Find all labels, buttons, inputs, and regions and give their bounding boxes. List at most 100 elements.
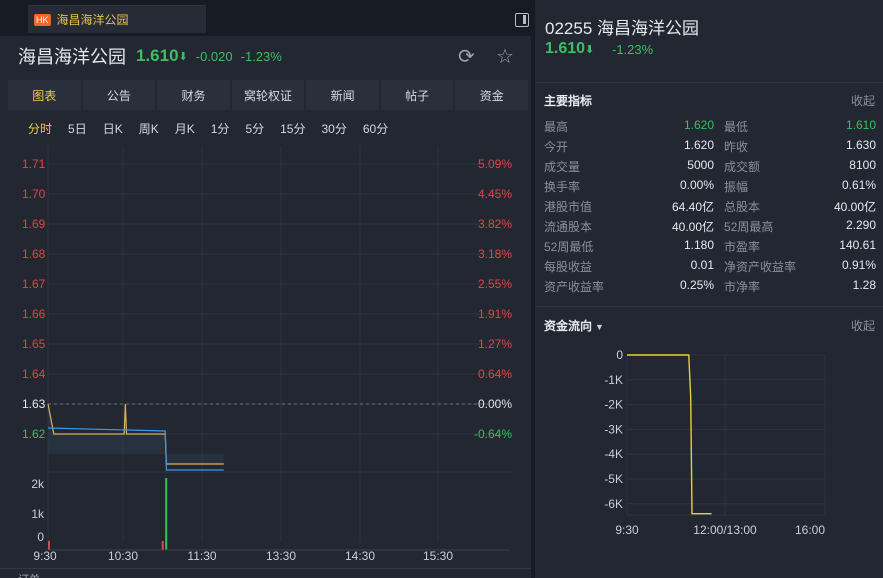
indicator-value: 0.91% (841, 258, 876, 272)
indicator-gap (714, 118, 724, 138)
pct-tick-label: 2.55% (478, 277, 512, 291)
indicator-gap (714, 198, 724, 218)
price-tick-label: 1.66 (22, 307, 46, 321)
flow-y-label: -6K (604, 497, 623, 511)
tab-4[interactable]: 新闻 (306, 80, 379, 110)
pct-tick-label: 0.64% (478, 367, 512, 381)
time-tick-label: 9:30 (33, 549, 57, 563)
price-tick-label: 1.69 (22, 217, 46, 231)
flow-line (627, 354, 712, 515)
right-price: 1.610⬇ (545, 40, 594, 58)
period-7[interactable]: 15分 (280, 122, 306, 136)
flow-x-label: 12:00/13:00 (693, 523, 757, 537)
flow-y-label: -2K (604, 398, 623, 412)
pct-tick-label: 5.09% (478, 157, 512, 171)
indicator-label: 资产收益率 (544, 280, 605, 294)
period-4[interactable]: 月K (174, 122, 195, 136)
price-tick-label: 1.64 (22, 367, 46, 381)
indicator-label: 每股收益 (544, 260, 593, 274)
indicator-gap (714, 218, 724, 238)
indicator-value: 0.00% (679, 178, 714, 192)
indicator-row: 今开 1.620 昨收 1.630 (544, 138, 876, 158)
right-change-pct: -1.23% (612, 42, 654, 57)
tab-3[interactable]: 窝轮权证 (231, 80, 305, 110)
volume-bar (48, 541, 50, 550)
indicator-gap (714, 178, 724, 198)
period-0[interactable]: 分时 (28, 122, 53, 136)
indicator-row: 换手率 0.00% 振幅 0.61% (544, 178, 876, 198)
divider (535, 82, 883, 83)
volume-tick-label: 1k (31, 507, 45, 521)
pct-tick-label: 3.18% (478, 247, 512, 261)
indicator-row: 港股市值 64.40亿 总股本 40.00亿 (544, 198, 876, 218)
star-icon[interactable]: ☆ (496, 46, 514, 68)
time-tick-label: 11:30 (187, 549, 216, 563)
indicator-label: 52周最高 (724, 220, 774, 234)
tab-6[interactable]: 资金 (455, 80, 529, 110)
pct-tick-label: 1.27% (478, 337, 512, 351)
info-panel: 02255 海昌海洋公园 1.610⬇ -1.23% 主要指标 收起 最高 1.6… (535, 0, 883, 578)
indicator-value: 1.610 (845, 118, 876, 132)
time-tick-label: 13:30 (266, 549, 296, 563)
right-down-arrow-icon: ⬇ (585, 44, 595, 56)
pct-tick-label: 4.45% (478, 187, 512, 201)
caret-down-icon: ▼ (595, 322, 604, 332)
indicator-gap (714, 138, 724, 158)
indicators-collapse-button[interactable]: 收起 (850, 94, 875, 108)
flow-title[interactable]: 资金流向 ▼ (544, 317, 604, 334)
indicator-value: 1.630 (845, 138, 876, 152)
price-tick-label: 1.70 (22, 187, 46, 201)
indicator-value: 40.00亿 (833, 200, 876, 214)
indicator-gap (714, 258, 724, 278)
bottom-label[interactable]: 订单 (18, 571, 40, 578)
price-tick-label: 1.68 (22, 247, 46, 261)
tab-5[interactable]: 帖子 (380, 80, 454, 110)
period-6[interactable]: 5分 (245, 122, 265, 136)
indicator-label: 港股市值 (544, 200, 593, 214)
stock-name-right: 海昌海洋公园 (597, 19, 700, 38)
indicator-value: 1.620 (683, 138, 714, 152)
refresh-icon[interactable]: ⟳ (458, 46, 475, 68)
indicator-value: 64.40亿 (671, 200, 714, 214)
avg-line (47, 427, 224, 471)
pct-tick-label: -0.64% (474, 427, 512, 441)
period-5[interactable]: 1分 (210, 122, 230, 136)
flow-y-label: -4K (604, 447, 623, 461)
indicator-row: 成交量 5000 成交额 8100 (544, 158, 876, 178)
indicator-gap (714, 158, 724, 178)
stock-code: 02255 (545, 19, 593, 38)
market-badge: HK (34, 13, 51, 26)
stock-tab[interactable]: HK 海昌海洋公园 (28, 5, 206, 33)
panel-toggle-icon[interactable] (515, 13, 529, 27)
period-3[interactable]: 周K (138, 122, 159, 136)
flow-collapse-button[interactable]: 收起 (850, 319, 875, 333)
flow-y-label: -1K (604, 373, 623, 387)
tab-1[interactable]: 公告 (82, 80, 156, 110)
pct-tick-label: 3.82% (478, 217, 512, 231)
period-9[interactable]: 60分 (362, 122, 389, 136)
stock-code-name: 02255 海昌海洋公园 (545, 14, 699, 39)
indicator-value: 0.61% (841, 178, 876, 192)
indicator-label: 最高 (544, 120, 569, 134)
indicator-label: 换手率 (544, 180, 581, 194)
indicator-gap (714, 278, 724, 298)
tab-2[interactable]: 财务 (157, 80, 230, 110)
indicator-gap (714, 238, 724, 258)
price-tick-label: 1.65 (22, 337, 46, 351)
period-2[interactable]: 日K (102, 122, 123, 136)
price-tick-label: 1.71 (22, 157, 46, 171)
volume-tick-label: 0 (37, 530, 44, 544)
indicator-label: 总股本 (724, 200, 761, 214)
quote-panel: HK 海昌海洋公园 海昌海洋公园 1.610 ⬇ -0.020 -1.23% ⟳… (0, 0, 531, 578)
last-price: 1.610 (136, 46, 179, 65)
period-1[interactable]: 5日 (68, 122, 87, 136)
indicator-value: 5000 (687, 158, 714, 172)
indicator-row: 52周最低 1.180 市盈率 140.61 (544, 238, 876, 258)
tab-0[interactable]: 图表 (8, 80, 81, 110)
indicator-row: 每股收益 0.01 净资产收益率 0.91% (544, 258, 876, 278)
period-8[interactable]: 30分 (321, 122, 347, 136)
indicator-value: 8100 (849, 158, 876, 172)
indicator-label: 振幅 (724, 180, 749, 194)
intraday-chart[interactable]: 1.71 5.09% 1.70 4.45% 1.69 3.82% 1.68 3.18% 1.67… (0, 146, 531, 578)
indicator-label: 市净率 (724, 280, 761, 294)
